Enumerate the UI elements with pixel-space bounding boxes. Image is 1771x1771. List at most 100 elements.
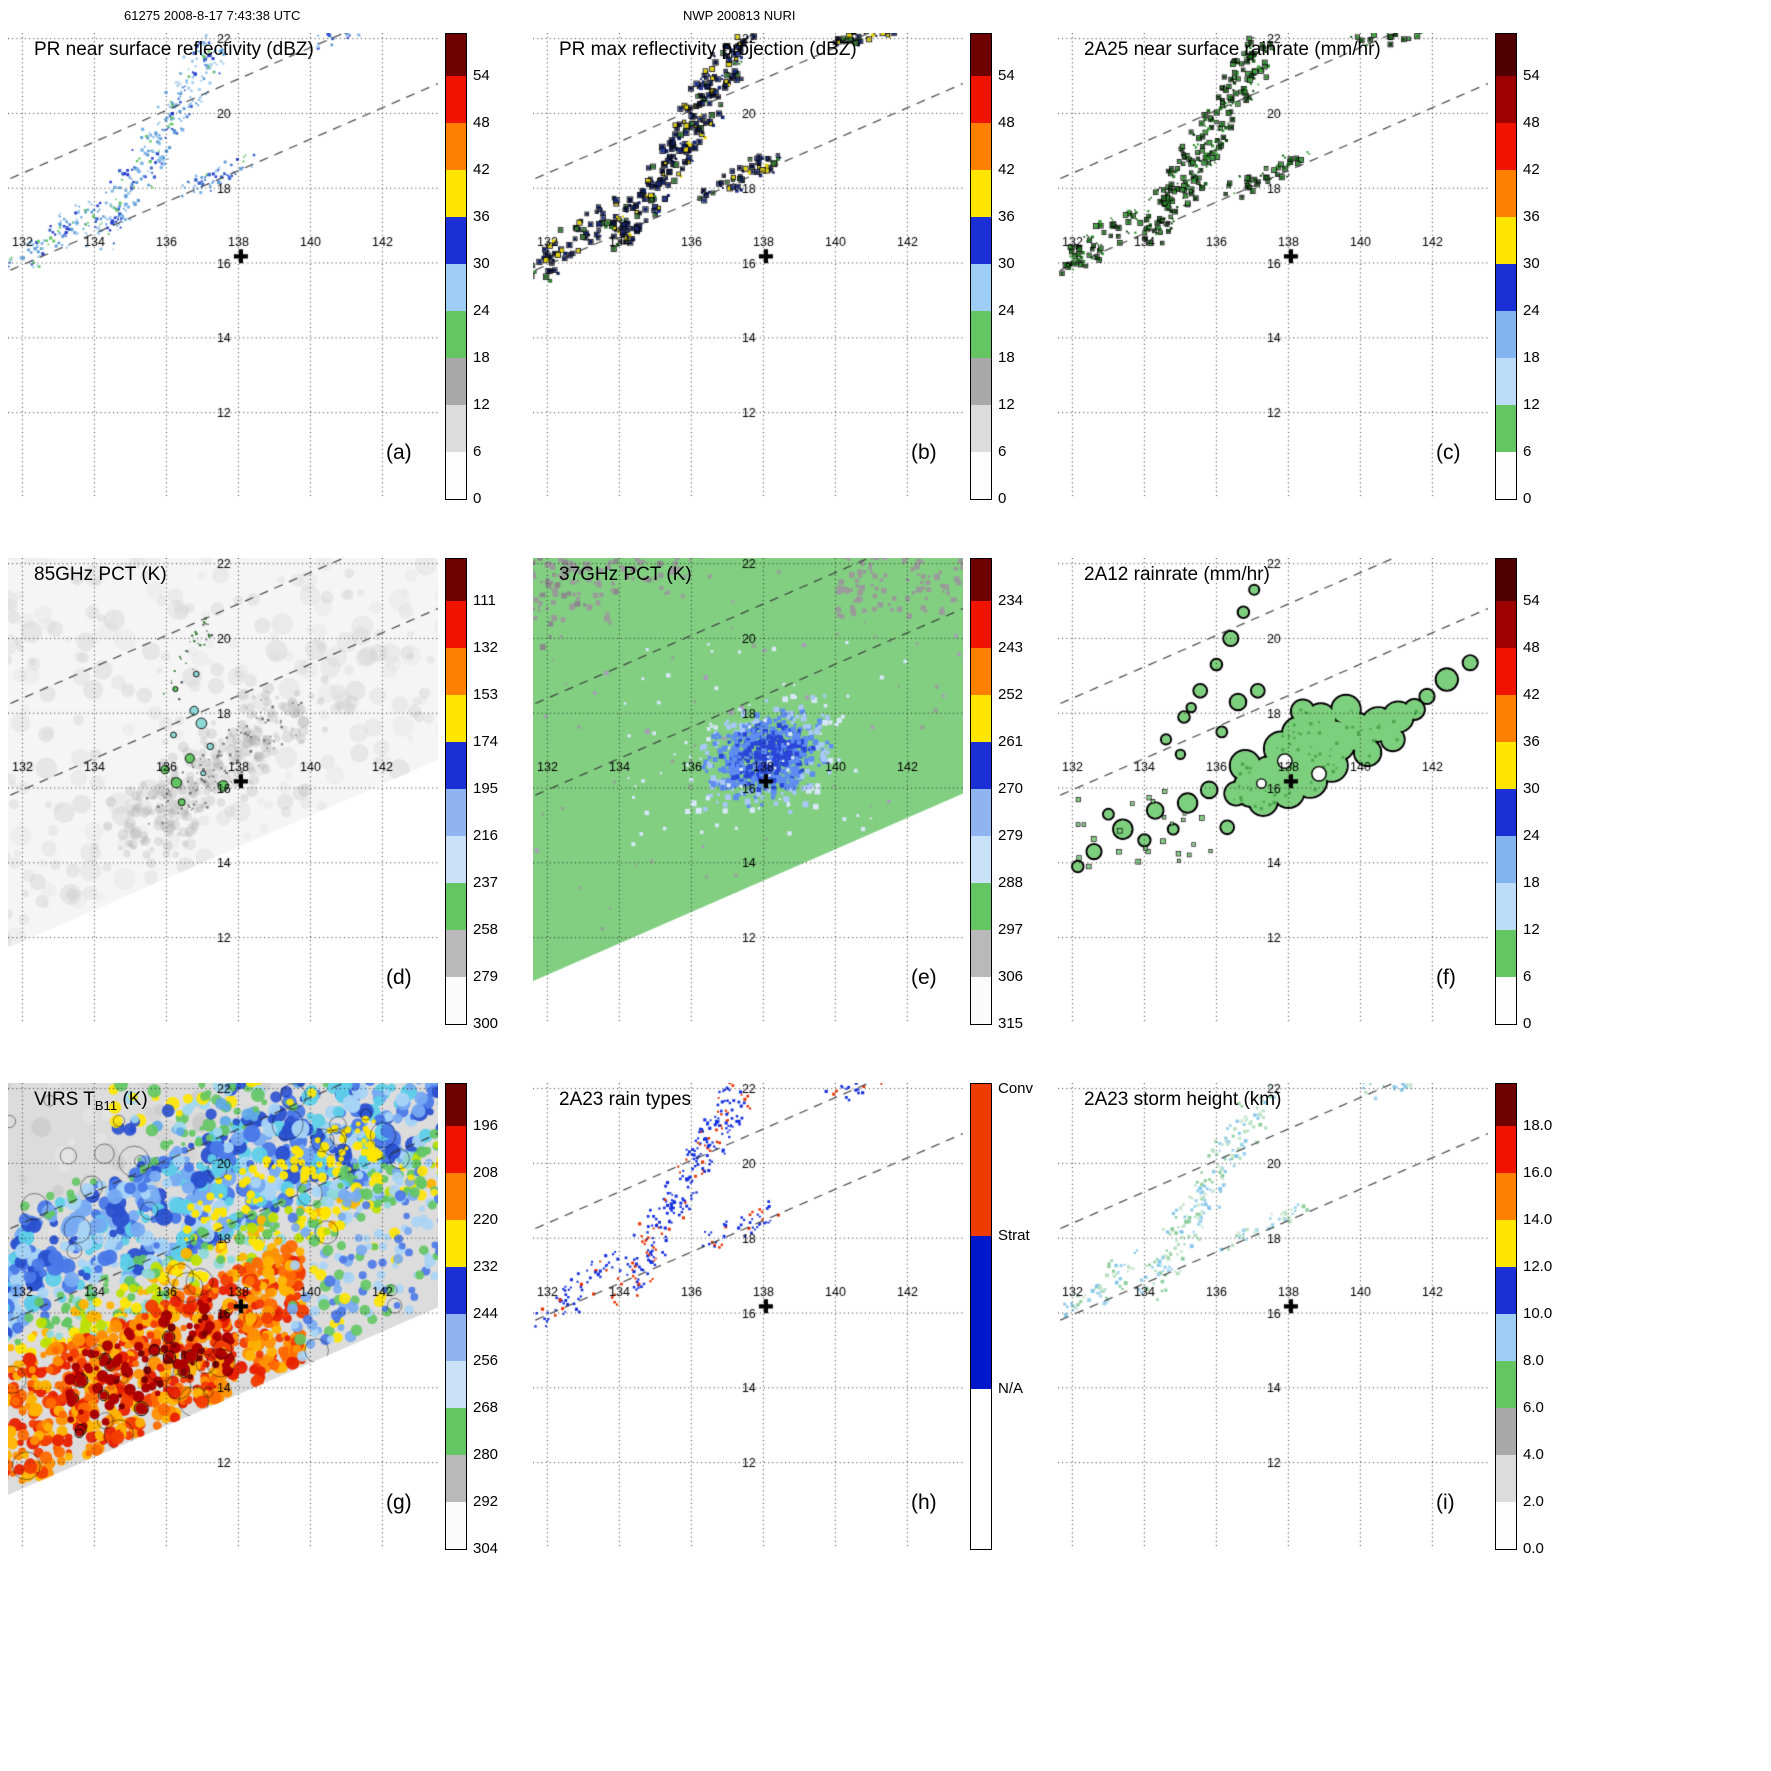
panel-e: 37GHz PCT (K) (e) 315 306 297 288 279 270 261 2… — [533, 558, 1058, 1083]
colorbar-segment — [1496, 836, 1516, 883]
colorbar-label: 18 — [1523, 874, 1540, 891]
colorbar-label: 288 — [998, 874, 1024, 891]
colorbar-segment — [971, 170, 991, 217]
colorbar-label: 24 — [473, 302, 490, 319]
panel-g-letter: (g) — [386, 1491, 412, 1514]
colorbar-segment — [446, 836, 466, 883]
panel-g-title-suffix: (K) — [117, 1089, 148, 1110]
map-e-canvas — [533, 558, 963, 1023]
colorbar-segment — [1496, 1220, 1516, 1267]
colorbar-label: 258 — [473, 921, 499, 938]
colorbar-segment — [446, 789, 466, 836]
colorbar-label: 2.0 — [1523, 1493, 1544, 1510]
colorbar-label: 4.0 — [1523, 1446, 1544, 1463]
colorbar-segment — [971, 405, 991, 452]
colorbar-label: 6 — [1523, 968, 1532, 985]
colorbar-label: 300 — [473, 1015, 499, 1032]
panel-f-letter: (f) — [1436, 966, 1456, 989]
colorbar-label: 0 — [1523, 490, 1532, 507]
colorbar-segment — [971, 742, 991, 789]
colorbar-segment — [1496, 264, 1516, 311]
colorbar-segment — [446, 1361, 466, 1408]
panel-b-colorbar: 0 6 12 18 24 30 36 42 48 54 — [970, 33, 1015, 507]
map-a-canvas — [8, 33, 438, 498]
colorbar-label: 12 — [1523, 921, 1540, 938]
colorbar-label: 174 — [473, 733, 499, 750]
colorbar-label: 252 — [998, 686, 1024, 703]
colorbar-segment — [971, 883, 991, 930]
colorbar-label: 54 — [1523, 592, 1540, 609]
colorbar-segment — [1496, 123, 1516, 170]
colorbar-label: 111 — [473, 592, 496, 609]
colorbar-segment — [446, 695, 466, 742]
colorbar-label: 268 — [473, 1399, 499, 1416]
colorbar-segment — [446, 123, 466, 170]
colorbar-segment — [1496, 1361, 1516, 1408]
colorbar-label: 270 — [998, 780, 1024, 797]
colorbar-label: 0 — [473, 490, 482, 507]
panel-e-title: 37GHz PCT (K) — [559, 564, 692, 585]
colorbar-label: 30 — [473, 255, 490, 272]
colorbar-label: 261 — [998, 733, 1024, 750]
colorbar-label: 24 — [1523, 827, 1540, 844]
colorbar-label: 6.0 — [1523, 1399, 1544, 1416]
colorbar-segment — [971, 217, 991, 264]
panel-a-title: PR near surface reflectivity (dBZ) — [34, 39, 314, 60]
colorbar-segment-Conv — [971, 1084, 991, 1236]
colorbar-segment — [971, 76, 991, 123]
panel-b-letter: (b) — [911, 441, 937, 464]
panel-g-title: VIRS TB11 (K) — [34, 1089, 148, 1113]
panel-h: 2A23 rain types (h) Conv Strat N/A — [533, 1080, 1058, 1608]
panel-d-letter: (d) — [386, 966, 412, 989]
colorbar-segment — [1496, 76, 1516, 123]
panel-b: PR max reflectivity projection (dBZ) (b)… — [533, 33, 1058, 558]
colorbar-label: 244 — [473, 1305, 499, 1322]
colorbar-label: 256 — [473, 1352, 499, 1369]
colorbar-label: 195 — [473, 780, 499, 797]
map-i-canvas — [1058, 1083, 1488, 1548]
colorbar-segment — [971, 836, 991, 883]
colorbar-cap — [446, 1084, 466, 1126]
colorbar-label: 42 — [473, 161, 490, 178]
colorbar-segment — [446, 1267, 466, 1314]
colorbar-label: 48 — [1523, 639, 1540, 656]
colorbar-label: 36 — [1523, 208, 1540, 225]
colorbar-segment — [971, 123, 991, 170]
colorbar-label: 243 — [998, 639, 1024, 656]
colorbar-segment — [1496, 695, 1516, 742]
colorbar-label: 12.0 — [1523, 1258, 1553, 1275]
colorbar-label: 153 — [473, 686, 499, 703]
colorbar-segment-N/A — [971, 1389, 991, 1549]
panel-g-title-main: VIRS T — [34, 1089, 95, 1110]
panel-i-letter: (i) — [1436, 1491, 1455, 1514]
colorbar-segment — [446, 264, 466, 311]
colorbar-label: 18 — [473, 349, 490, 366]
panel-a-letter: (a) — [386, 441, 412, 464]
colorbar-cap — [971, 34, 991, 76]
colorbar-label: 304 — [473, 1540, 499, 1557]
panel-g-colorbar: 304 292 280 268 256 244 232 220 208 196 — [445, 1083, 498, 1557]
colorbar-segment — [446, 311, 466, 358]
colorbar-label: Conv — [998, 1080, 1034, 1097]
colorbar-label: 16.0 — [1523, 1164, 1553, 1181]
map-f-canvas — [1058, 558, 1488, 1023]
panel-e-letter: (e) — [911, 966, 937, 989]
panel-e-colorbar: 315 306 297 288 279 270 261 252 243 234 — [970, 558, 1023, 1032]
colorbar-label: 48 — [473, 114, 490, 131]
colorbar-label: 14.0 — [1523, 1211, 1553, 1228]
colorbar-segment — [446, 977, 466, 1024]
colorbar-label: 30 — [1523, 255, 1540, 272]
colorbar-segment — [446, 76, 466, 123]
colorbar-cap — [446, 559, 466, 601]
colorbar-segment — [1496, 789, 1516, 836]
colorbar-segment — [971, 264, 991, 311]
colorbar-segment — [1496, 452, 1516, 499]
colorbar-label: 208 — [473, 1164, 499, 1181]
colorbar-segment — [446, 1173, 466, 1220]
colorbar-segment — [1496, 311, 1516, 358]
colorbar-label: 297 — [998, 921, 1024, 938]
panel-h-colorbar: Conv Strat N/A — [970, 1080, 1033, 1550]
colorbar-segment-Strat — [971, 1236, 991, 1389]
panel-f: 2A12 rainrate (mm/hr) (f) 0 6 12 18 24 30 36 42… — [1058, 558, 1583, 1083]
colorbar-label: 6 — [473, 443, 482, 460]
